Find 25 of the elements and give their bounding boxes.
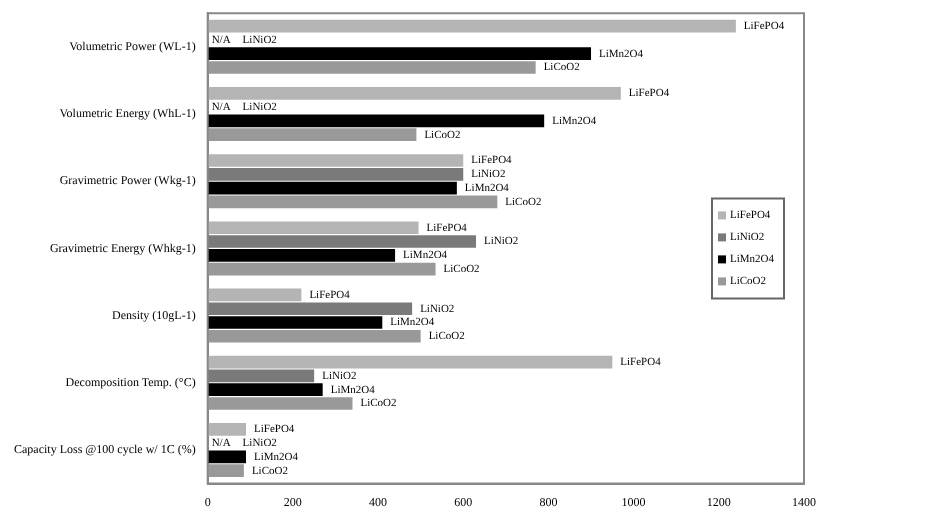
- bar: [207, 383, 323, 397]
- bar: [207, 450, 247, 464]
- bar: [207, 181, 457, 195]
- bar: [207, 302, 413, 316]
- bar: [207, 262, 436, 276]
- bar: [207, 235, 477, 248]
- bar: [207, 167, 464, 181]
- bar: [207, 248, 396, 262]
- bar: [207, 355, 613, 369]
- bar: [207, 128, 417, 141]
- bar: [207, 87, 621, 100]
- bar: [207, 397, 353, 410]
- bar: [207, 423, 247, 436]
- bar: [207, 19, 736, 33]
- bar: [207, 154, 464, 167]
- bar: [207, 221, 419, 235]
- bar: [207, 288, 302, 302]
- bar: [207, 464, 244, 477]
- bar: [207, 195, 498, 209]
- bar: [207, 316, 383, 329]
- bar: [207, 369, 315, 383]
- bar: [207, 114, 545, 128]
- bar: [207, 329, 421, 343]
- bar: [207, 47, 592, 61]
- bar: [207, 61, 536, 74]
